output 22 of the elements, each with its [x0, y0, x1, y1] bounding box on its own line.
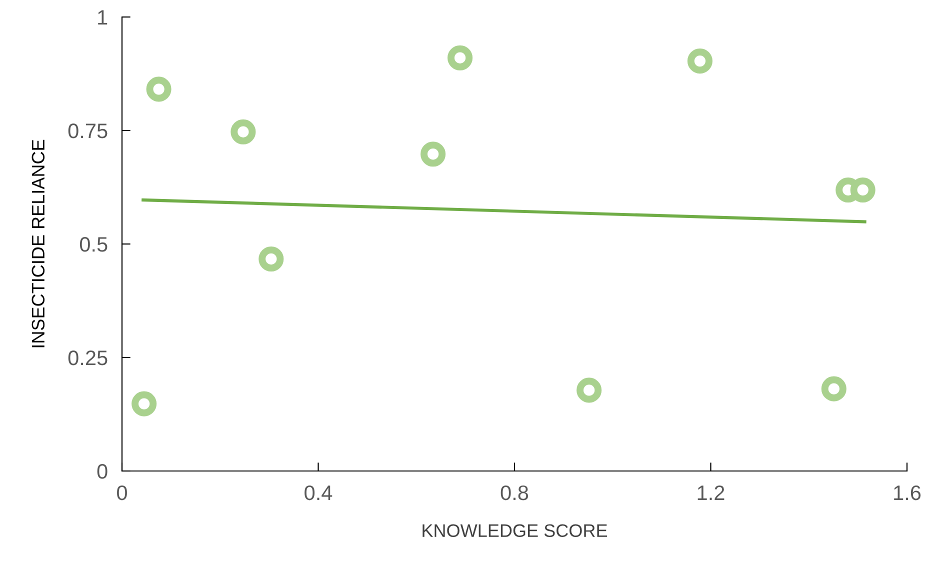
y-axis-title: INSECTICIDE RELIANCE: [32, 140, 45, 348]
x-tick-label: 0: [117, 485, 127, 500]
point: [420, 142, 446, 167]
y-tick-label: 0.5: [80, 237, 108, 252]
x-tick-label: 1.2: [698, 485, 724, 500]
point: [850, 177, 876, 203]
point: [576, 378, 602, 403]
y-tick-label: 0.25: [68, 350, 108, 366]
point: [687, 48, 712, 74]
x-tick-label: 1.6: [894, 485, 921, 500]
point: [230, 119, 256, 144]
y-tick-label: 0: [97, 464, 108, 479]
point: [821, 376, 846, 402]
x-tick-label: 0.4: [304, 485, 332, 500]
x-axis-title: KNOWLEDGE SCORE: [422, 524, 608, 538]
x-tick-label: 0.8: [500, 485, 528, 500]
point: [146, 76, 172, 102]
y-tick-label: 1: [98, 10, 108, 25]
point: [448, 45, 473, 70]
point: [258, 246, 284, 272]
y-tick-label: 0.75: [68, 124, 108, 138]
point: [132, 391, 157, 416]
